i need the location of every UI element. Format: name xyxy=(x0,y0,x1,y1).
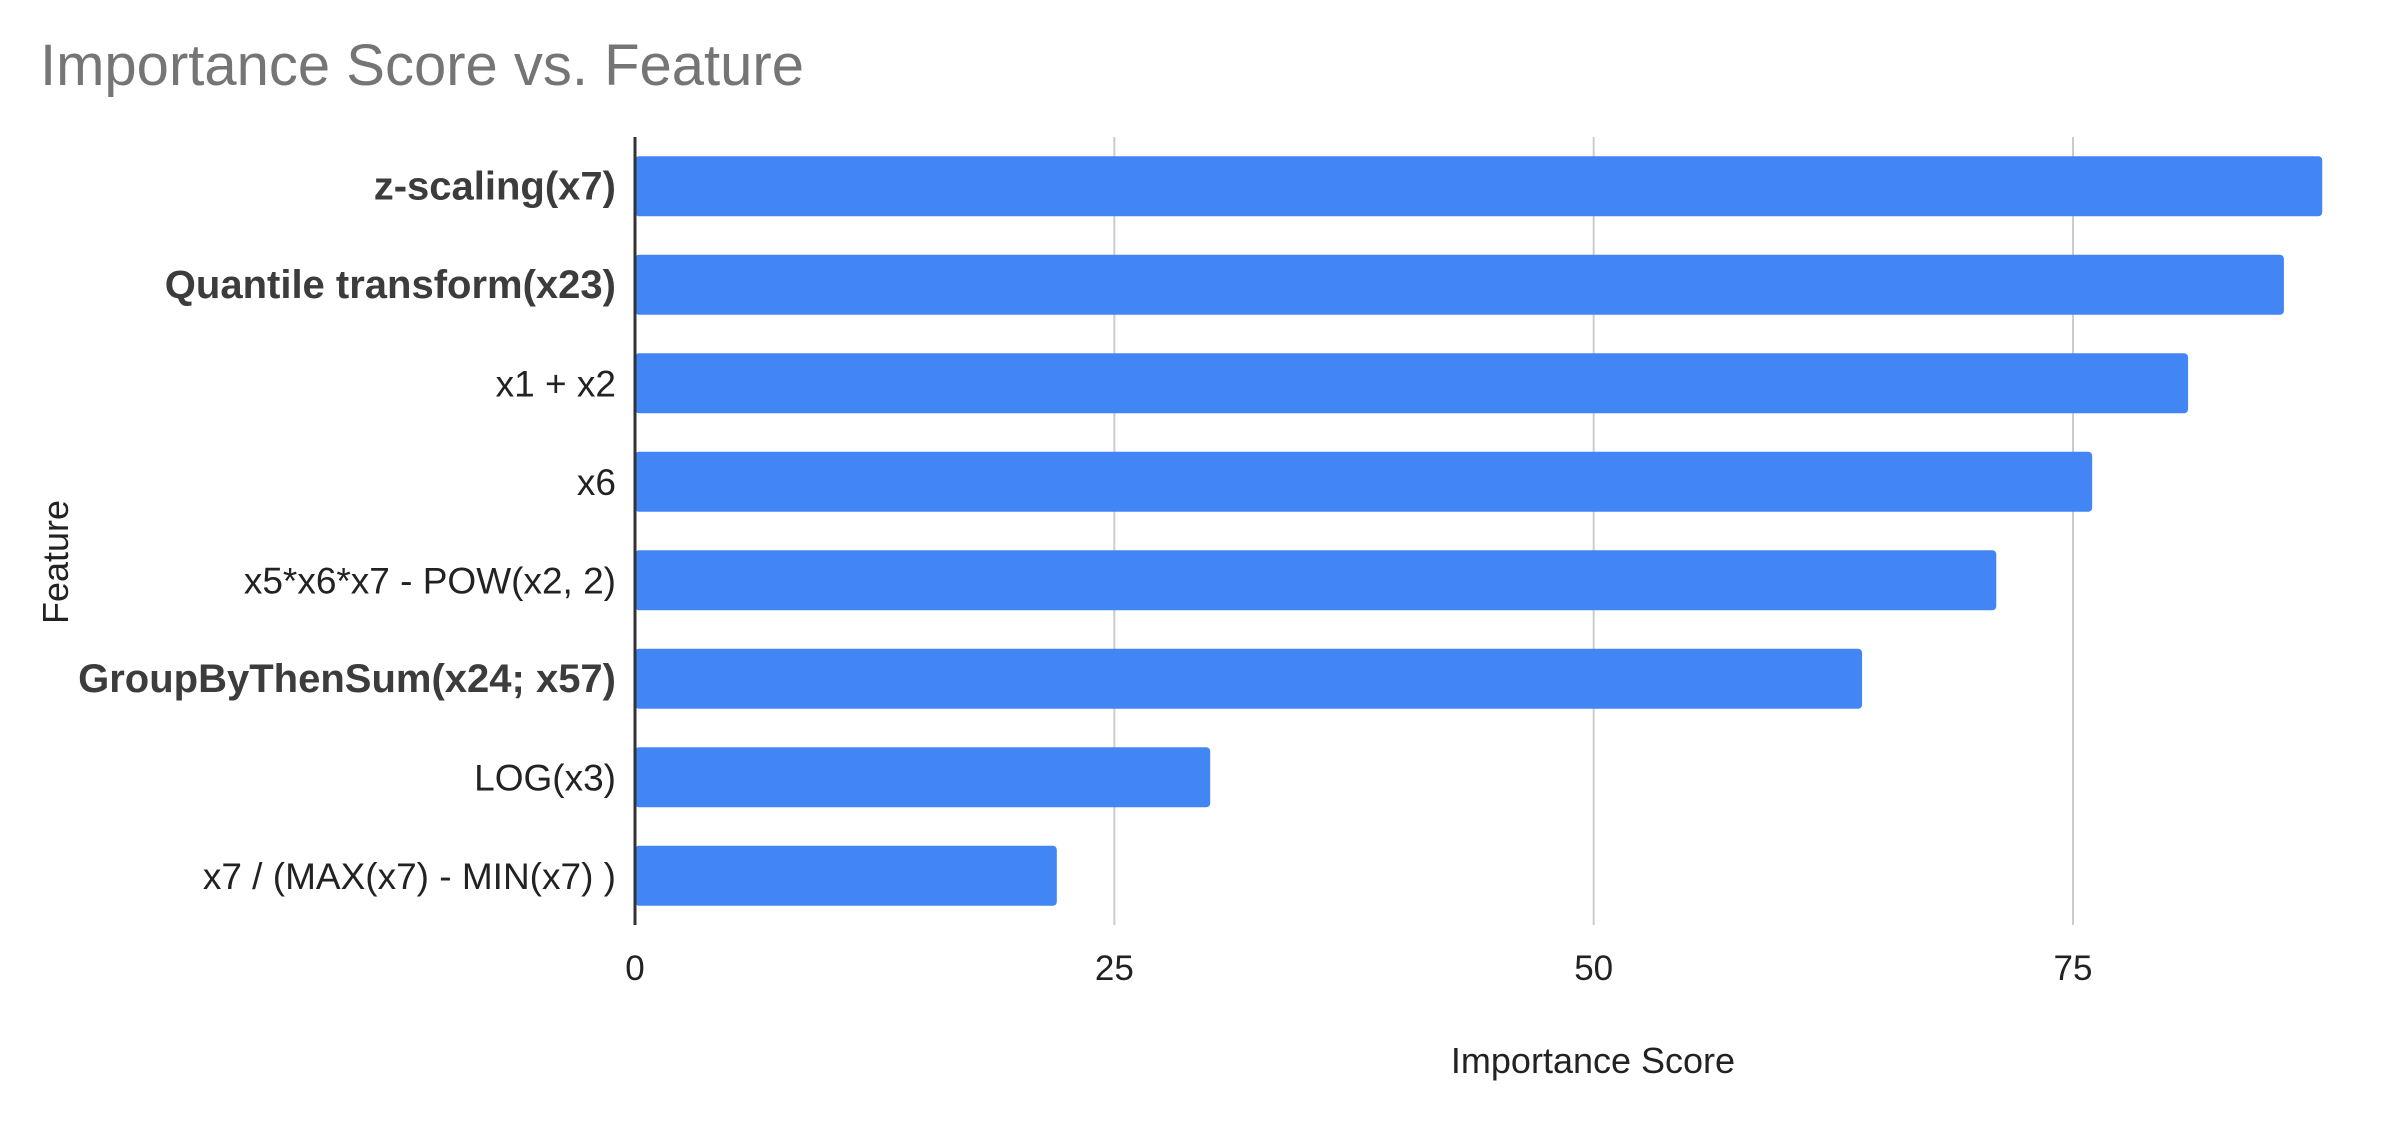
bar xyxy=(635,648,1863,709)
x-tick-label: 75 xyxy=(2054,949,2093,988)
category-label: x1 + x2 xyxy=(496,363,616,404)
x-tick-labels: 0 25 50 75 xyxy=(625,949,2092,988)
bar xyxy=(635,353,2189,414)
category-label: x6 xyxy=(577,462,616,503)
category-label: x7 / (MAX(x7) - MIN(x7) ) xyxy=(203,856,616,897)
category-label: LOG(x3) xyxy=(474,757,616,798)
bar xyxy=(635,747,1211,808)
x-tick-label: 0 xyxy=(625,949,644,988)
category-label: Quantile transform(x23) xyxy=(165,263,616,307)
bars xyxy=(635,156,2323,906)
x-tick-label: 50 xyxy=(1574,949,1613,988)
category-label: GroupByThenSum(x24; x57) xyxy=(78,657,616,701)
x-tick-label: 25 xyxy=(1095,949,1134,988)
chart-title: Importance Score vs. Feature xyxy=(40,33,804,98)
category-labels: z-scaling(x7) Quantile transform(x23) x1 +… xyxy=(78,164,616,897)
bar xyxy=(635,550,1997,611)
bar xyxy=(635,845,1057,906)
y-axis-title: Feature xyxy=(35,500,76,624)
bar xyxy=(635,254,2284,315)
category-label: x5*x6*x7 - POW(x2, 2) xyxy=(244,560,616,601)
bar xyxy=(635,451,2093,512)
category-label: z-scaling(x7) xyxy=(374,164,616,208)
bar xyxy=(635,156,2323,217)
x-axis-title: Importance Score xyxy=(1451,1040,1735,1081)
